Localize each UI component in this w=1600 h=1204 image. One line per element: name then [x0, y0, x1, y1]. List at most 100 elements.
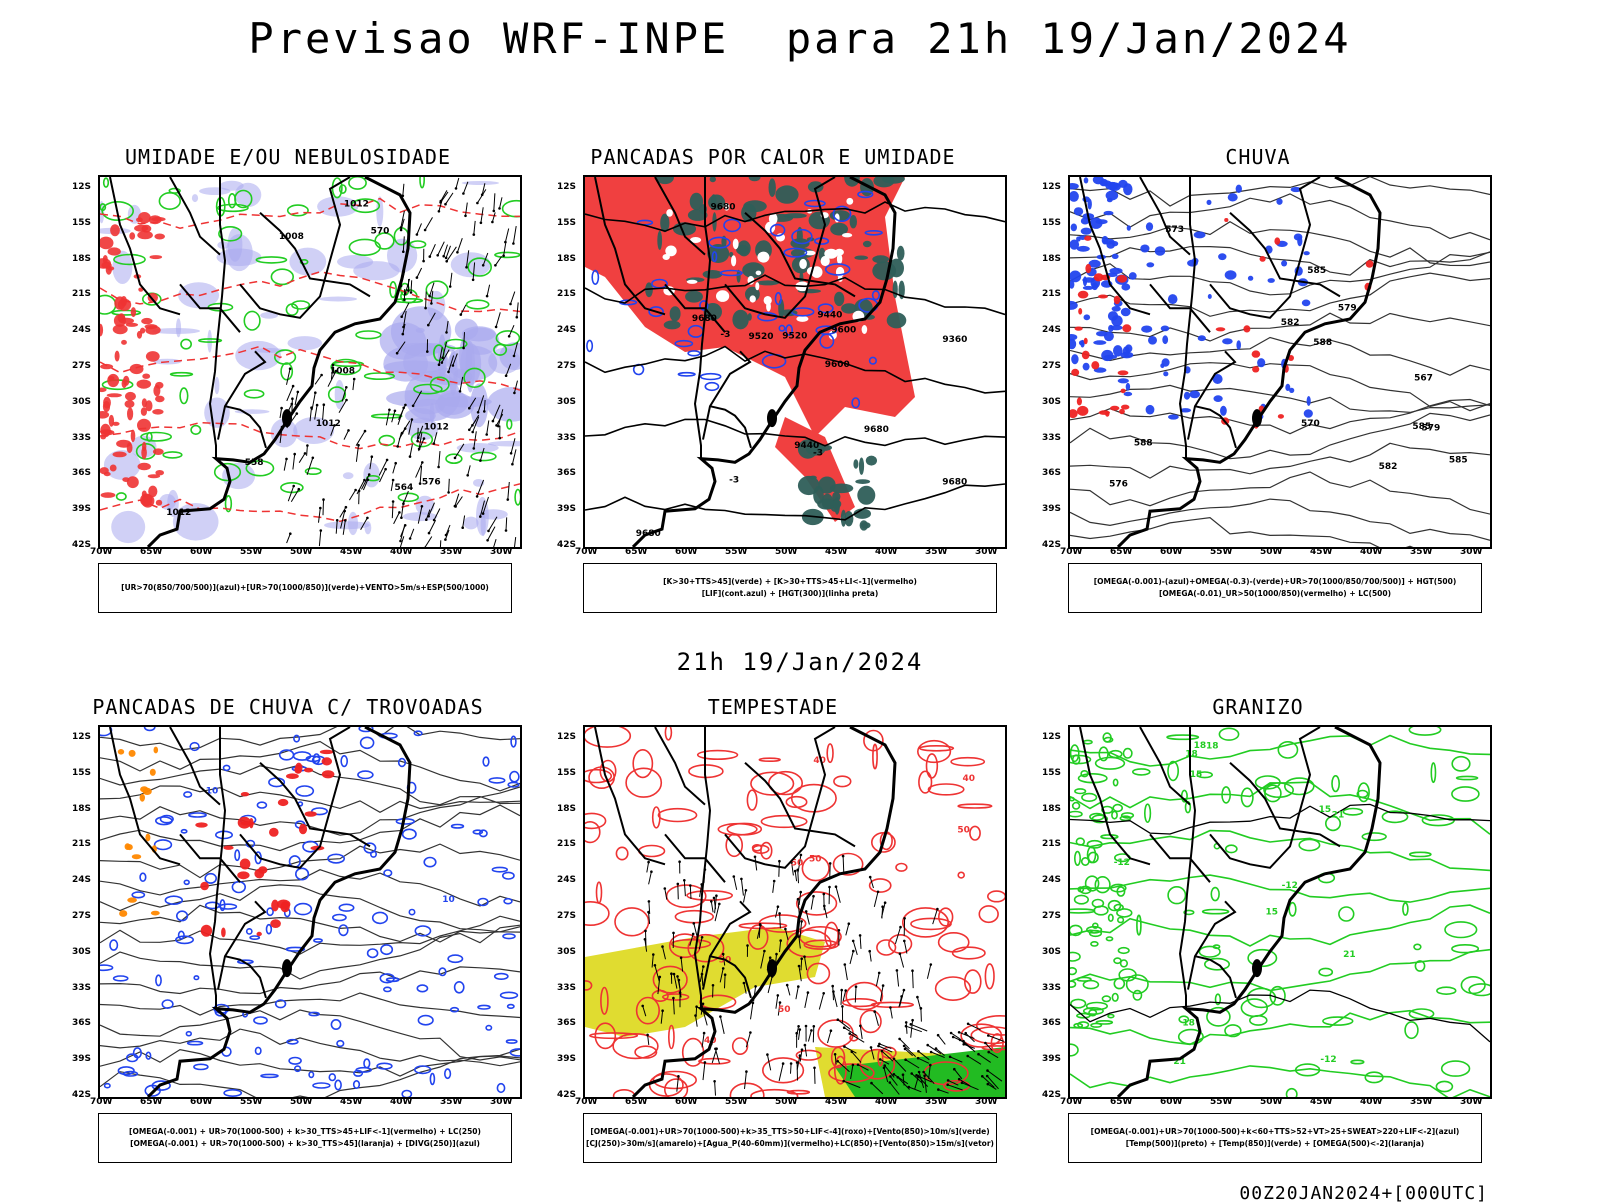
contour-ring: [247, 929, 252, 934]
field-patch: [1081, 228, 1092, 235]
field-patch: [853, 459, 858, 469]
contour-label: 15: [1266, 907, 1279, 917]
wind-vector-head: [712, 984, 715, 987]
contour-ring: [417, 985, 427, 992]
field-patch: [455, 319, 478, 340]
contour-ring: [329, 1074, 335, 1081]
field-patch: [1162, 335, 1168, 344]
lat-tick-label: 18S: [72, 804, 91, 814]
wind-vector: [323, 405, 324, 420]
border-line: [710, 406, 751, 448]
wind-vector-head: [344, 519, 347, 522]
lat-tick-label: 39S: [1042, 504, 1061, 514]
field-patch: [841, 303, 857, 313]
contour-ring: [184, 792, 192, 797]
wind-vector-head: [465, 266, 468, 269]
field-patch: [304, 768, 313, 773]
lon-tick-label: 30W: [975, 1097, 997, 1107]
field-patch: [121, 340, 127, 345]
wind-vector-head: [498, 207, 501, 210]
wind-vector-head: [438, 363, 441, 366]
wind-vector-head: [409, 537, 412, 540]
lat-tick-label: 24S: [557, 325, 576, 335]
wind-vector-head: [779, 1001, 782, 1004]
lat-tick-label: 12S: [1042, 732, 1061, 742]
wind-vector-head: [423, 437, 426, 440]
field-patch: [138, 212, 151, 224]
wind-vector-head: [654, 964, 657, 967]
field-patch: [756, 271, 762, 276]
field-patch: [1118, 370, 1129, 375]
lon-tick-label: 60W: [1160, 547, 1182, 557]
contour-label: 570: [371, 227, 390, 237]
contour-ring: [1452, 757, 1470, 771]
wind-vector-head: [461, 526, 464, 529]
contour-ring: [1442, 1061, 1470, 1076]
field-patch: [1084, 338, 1088, 344]
wind-vector-head: [722, 967, 725, 970]
legend-line: [LIF](cont.azul) + [HGT(300)](linha pret…: [584, 588, 996, 600]
wind-vector: [496, 312, 500, 327]
lon-tick-label: 70W: [90, 1097, 112, 1107]
field-patch: [153, 448, 164, 455]
contour-ring: [1219, 728, 1238, 740]
field-patch: [1082, 351, 1090, 360]
field-patch: [100, 364, 113, 369]
field-patch: [143, 788, 152, 795]
wind-vector: [874, 892, 878, 907]
field-patch: [1222, 338, 1233, 344]
contour-ring: [105, 1084, 110, 1088]
wind-vector: [280, 408, 282, 418]
contour-ring: [936, 977, 971, 1000]
contour-ring: [1114, 779, 1118, 785]
wind-vector-head: [428, 532, 431, 535]
field-patch: [103, 401, 110, 412]
wind-vector-head: [713, 1080, 716, 1083]
instability-area: [775, 417, 855, 522]
wind-vector-head: [507, 498, 510, 501]
wind-vector: [287, 369, 291, 385]
wind-vector-head: [733, 875, 736, 878]
contour-ring: [675, 911, 713, 923]
wind-vector-head: [402, 502, 405, 505]
wind-vector-head: [322, 498, 325, 501]
field-patch: [732, 310, 748, 330]
field-patch: [1126, 383, 1130, 391]
wind-vector: [711, 901, 713, 912]
wind-vector-head: [778, 912, 781, 915]
field-patch: [1084, 314, 1091, 320]
contour-ring: [250, 936, 259, 939]
wind-vector-head: [701, 936, 704, 939]
wind-vector-head: [745, 889, 748, 892]
contour-ring: [191, 426, 200, 435]
field-patch: [742, 262, 764, 278]
field-patch: [775, 185, 798, 203]
lon-tick-label: 50W: [290, 1097, 312, 1107]
field-patch: [343, 472, 354, 479]
wind-vector: [299, 453, 305, 462]
field-patch: [288, 336, 323, 350]
wind-vector-head: [297, 391, 300, 394]
wind-vector: [430, 244, 436, 256]
contour-label: 9680: [864, 425, 889, 435]
lon-tick-label: 55W: [1210, 547, 1232, 557]
wind-vector: [466, 203, 468, 216]
contour-ring: [333, 915, 346, 921]
contour-ring: [100, 965, 113, 970]
wind-vector-head: [828, 886, 831, 889]
field-patch: [437, 396, 492, 407]
wind-vector-head: [775, 953, 778, 956]
contour-label: 9680: [942, 477, 967, 487]
wind-vector-head: [292, 485, 295, 488]
wind-vector: [938, 1035, 945, 1044]
contour-ring: [156, 975, 161, 985]
field-patch: [101, 262, 111, 269]
contour-ring: [970, 826, 980, 840]
wind-vector-head: [473, 233, 476, 236]
wind-vector: [399, 429, 405, 440]
lon-tick-label: 60W: [675, 547, 697, 557]
contour-ring: [331, 1020, 340, 1029]
